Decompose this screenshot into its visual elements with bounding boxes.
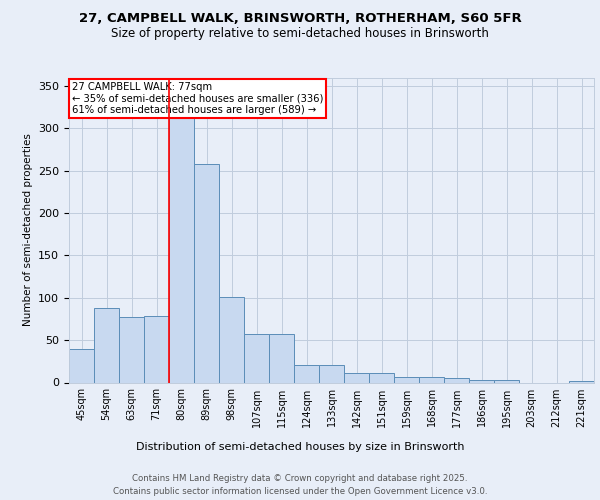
Text: Size of property relative to semi-detached houses in Brinsworth: Size of property relative to semi-detach… [111,28,489,40]
Bar [444,378,469,382]
Bar [94,308,119,382]
Bar [244,334,269,382]
Text: 27 CAMPBELL WALK: 77sqm
← 35% of semi-detached houses are smaller (336)
61% of s: 27 CAMPBELL WALK: 77sqm ← 35% of semi-de… [71,82,323,116]
Bar [319,364,344,382]
Bar [169,98,194,382]
Bar [219,297,244,382]
Bar [394,378,419,382]
Text: Contains public sector information licensed under the Open Government Licence v3: Contains public sector information licen… [113,487,487,496]
Text: Distribution of semi-detached houses by size in Brinsworth: Distribution of semi-detached houses by … [136,442,464,452]
Bar [369,373,394,382]
Bar [194,164,219,382]
Bar [344,373,369,382]
Bar [569,381,594,382]
Bar [269,334,294,382]
Bar [294,364,319,382]
Bar [469,380,494,382]
Bar [494,380,519,382]
Text: 27, CAMPBELL WALK, BRINSWORTH, ROTHERHAM, S60 5FR: 27, CAMPBELL WALK, BRINSWORTH, ROTHERHAM… [79,12,521,26]
Bar [69,348,94,382]
Text: Contains HM Land Registry data © Crown copyright and database right 2025.: Contains HM Land Registry data © Crown c… [132,474,468,483]
Bar [419,378,444,382]
Y-axis label: Number of semi-detached properties: Number of semi-detached properties [23,134,32,326]
Bar [144,316,169,382]
Bar [119,318,144,382]
